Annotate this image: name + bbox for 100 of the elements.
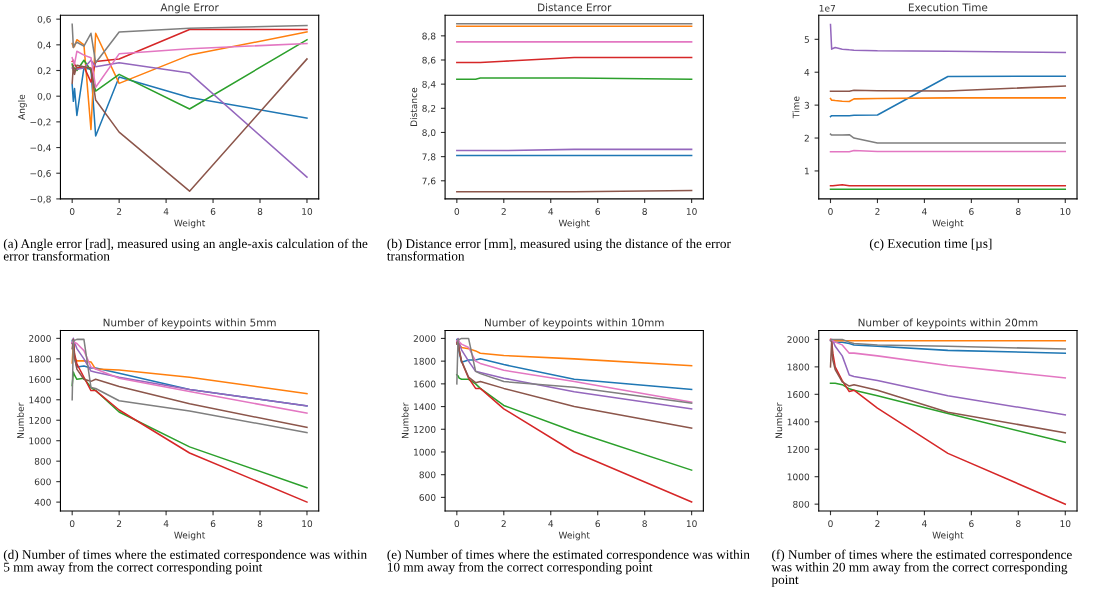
x-tick-label: 6 (969, 208, 974, 215)
line-series (829, 338, 1067, 379)
y-tick-label: 1000 (29, 437, 51, 445)
y-tick-label: 4 (804, 69, 810, 76)
x-tick-label: 10 (686, 208, 697, 215)
text: (e) Number of times where the estimated correspondence was within 10 mm away from the correct corresponding point (387, 549, 750, 575)
x-tick-label: 6 (210, 520, 216, 528)
text: 1e7 (819, 5, 836, 12)
y-axis-title: Number (16, 402, 24, 438)
y-axis-title: Distance (410, 87, 418, 126)
line-series (71, 38, 308, 110)
x-tick-label: 8 (257, 208, 263, 215)
chart-title: Number of keypoints within 10mm (485, 318, 664, 329)
y-tick-label: 1200 (414, 426, 436, 433)
x-tick-label: 4 (921, 208, 927, 215)
y-axis-title: Angle (17, 94, 27, 120)
y-tick-label: 7,8 (422, 153, 436, 162)
line-series (71, 371, 308, 489)
x-axis-title: Weight (932, 219, 964, 229)
y-tick-label: 2000 (413, 335, 436, 342)
line-series (829, 338, 1067, 505)
y-tick-label: 2000 (29, 335, 51, 342)
line-series (829, 338, 1067, 350)
x-tick-label: 0 (828, 520, 833, 528)
line-series (71, 67, 308, 137)
x-tick-label: 10 (302, 208, 313, 215)
y-tick-label: 7,6 (422, 177, 436, 186)
y-tick-label: 1400 (414, 403, 436, 411)
x-tick-label: 8 (257, 520, 263, 528)
line-series (829, 338, 1067, 416)
y-tick-label: 800 (419, 471, 436, 479)
x-tick-label: 0 (69, 208, 75, 215)
x-tick-label: 4 (163, 208, 169, 215)
x-tick-label: 4 (548, 208, 554, 215)
y-tick-label: 1600 (29, 376, 51, 383)
x-tick-label: 2 (116, 520, 122, 527)
x-axis-title: Weight (174, 219, 206, 229)
y-tick-label: 800 (34, 457, 51, 465)
chart-title: Number of keypoints within 20mm (858, 318, 1038, 329)
x-axis-title: Weight (558, 219, 590, 229)
chart-title: Angle Error (160, 3, 219, 14)
line-series (456, 373, 693, 471)
x-tick-label: 8 (1016, 208, 1021, 215)
x-axis-title: Weight (558, 531, 590, 541)
chart-title: Distance Error (538, 3, 612, 12)
text: (b) Distance error [mm], measured using the distance of the error transformation (386, 238, 731, 261)
y-tick-label: 1 (804, 167, 809, 175)
y-tick-label: 1600 (414, 380, 436, 388)
y-tick-label: 5 (804, 36, 809, 43)
x-tick-label: 6 (595, 520, 601, 528)
x-tick-label: 0 (454, 208, 460, 215)
x-tick-label: 0 (69, 520, 75, 528)
line-series (829, 23, 1067, 54)
text: (d) Number of times where the estimated correspondence was within 5 mm away from the correct corresponding point (3, 549, 367, 575)
y-tick-label: 8,0 (422, 129, 436, 137)
y-tick-label: −0,8 (30, 195, 51, 204)
x-tick-label: 0 (828, 208, 833, 215)
y-tick-label: 1400 (29, 396, 51, 404)
x-axis-title: Weight (174, 531, 206, 541)
y-tick-label: −0,2 (30, 118, 51, 127)
y-tick-label: 8,2 (422, 105, 436, 113)
x-tick-label: 2 (116, 208, 122, 215)
x-tick-label: 8 (642, 520, 647, 528)
y-axis-title: Time (792, 96, 800, 119)
y-tick-label: 2000 (787, 336, 810, 343)
x-tick-label: 4 (548, 520, 554, 527)
text: (c) Execution time [µs] (869, 238, 992, 251)
x-tick-label: 2 (875, 520, 880, 527)
text: (f) Number of times where the estimated correspondence was within 20 mm away from the correct corresponding point (771, 549, 1072, 587)
y-tick-label: 1600 (787, 391, 810, 398)
x-tick-label: 6 (210, 208, 216, 215)
x-tick-label: 8 (642, 208, 647, 215)
x-axis-title: Weight (932, 531, 964, 541)
line-series (71, 42, 308, 88)
line-series (829, 340, 1067, 434)
line-series (829, 133, 1067, 144)
y-tick-label: 400 (34, 498, 51, 506)
x-tick-label: 10 (302, 520, 313, 528)
x-tick-label: 4 (163, 520, 169, 527)
y-tick-label: 8,6 (422, 56, 436, 65)
x-tick-label: 8 (1016, 520, 1021, 528)
y-tick-label: 1200 (787, 445, 810, 453)
x-tick-label: 2 (501, 208, 506, 215)
y-tick-label: 1800 (414, 357, 436, 365)
y-tick-label: 1400 (787, 418, 810, 426)
y-axis-title: Number (775, 402, 783, 438)
x-tick-label: 10 (1060, 520, 1071, 528)
x-tick-label: 10 (686, 520, 697, 528)
y-tick-label: 600 (419, 494, 436, 501)
y-tick-label: 2 (804, 134, 809, 142)
y-tick-label: 8,4 (422, 80, 436, 89)
x-tick-label: 4 (921, 520, 927, 527)
line-series (829, 75, 1067, 118)
y-tick-label: −0,4 (30, 144, 51, 153)
y-tick-label: 0,6 (37, 15, 51, 24)
y-tick-label: 0,4 (37, 41, 51, 50)
y-axis-title: Number (401, 402, 409, 438)
y-tick-label: 1000 (414, 448, 436, 456)
y-tick-label: 1200 (29, 416, 51, 424)
line-series (71, 23, 308, 64)
